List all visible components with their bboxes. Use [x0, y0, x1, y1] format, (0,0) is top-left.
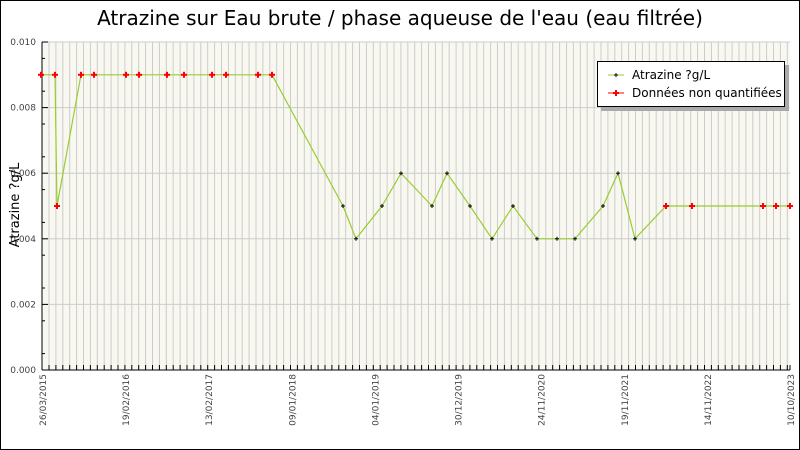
svg-text:0.006: 0.006 [10, 169, 36, 179]
svg-text:26/03/2015: 26/03/2015 [39, 374, 49, 426]
svg-text:0.000: 0.000 [10, 366, 36, 376]
y-axis-ticks: 0.000 0.002 0.004 0.006 0.008 0.010 [10, 38, 48, 376]
svg-text:04/01/2019: 04/01/2019 [371, 374, 381, 426]
chart-title: Atrazine sur Eau brute / phase aqueuse d… [97, 6, 703, 30]
chart-legend: Atrazine ?g/L Données non quantifiées [597, 61, 785, 107]
svg-text:13/02/2017: 13/02/2017 [205, 374, 215, 426]
svg-text:09/01/2018: 09/01/2018 [288, 374, 298, 426]
svg-text:0.010: 0.010 [10, 38, 36, 48]
line-marker-icon [606, 67, 626, 83]
legend-item-non-quantified: Données non quantifiées [606, 85, 782, 101]
svg-text:14/11/2022: 14/11/2022 [704, 374, 714, 426]
svg-text:0.004: 0.004 [10, 235, 36, 245]
svg-text:0.002: 0.002 [10, 300, 36, 310]
legend-label: Atrazine ?g/L [632, 68, 711, 82]
svg-text:24/11/2020: 24/11/2020 [538, 374, 548, 426]
legend-item-atrazine: Atrazine ?g/L [606, 67, 710, 83]
x-axis-ticks: 26/03/2015 19/02/2016 13/02/2017 09/01/2018… [39, 365, 797, 426]
svg-text:30/12/2019: 30/12/2019 [455, 374, 465, 426]
svg-text:19/11/2021: 19/11/2021 [621, 374, 631, 426]
data-series [38, 71, 793, 241]
grid-lines [42, 41, 790, 370]
y-axis-label: Atrazine ?g/L [8, 162, 23, 247]
red-marker-icon [606, 85, 626, 101]
svg-text:19/02/2016: 19/02/2016 [122, 374, 132, 426]
legend-label: Données non quantifiées [632, 86, 782, 100]
svg-text:10/10/2023: 10/10/2023 [787, 374, 797, 426]
svg-text:0.008: 0.008 [10, 104, 36, 114]
